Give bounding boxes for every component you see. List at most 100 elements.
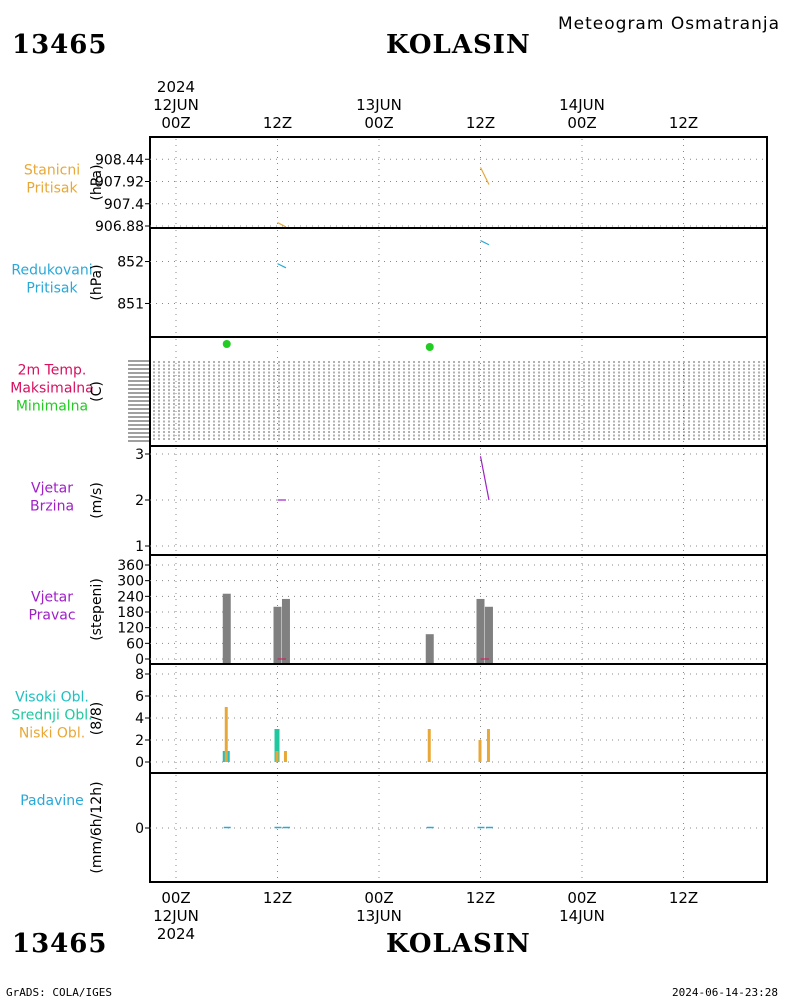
y-tick-label: 908.44 bbox=[95, 152, 144, 168]
y-tick-label: 907.92 bbox=[95, 175, 144, 191]
y-tick-label: 1 bbox=[135, 539, 144, 555]
day-label-top-1: 12JUN bbox=[153, 96, 199, 114]
hour-label-top: 00Z bbox=[364, 114, 393, 132]
year-label-top: 2024 bbox=[157, 78, 195, 96]
y-tick-label: 60 bbox=[126, 636, 144, 652]
hour-label-top: 00Z bbox=[161, 114, 190, 132]
wind-direction-bar bbox=[425, 634, 434, 664]
panel-label: Srednji Obl. bbox=[11, 708, 92, 724]
hour-label-top: 12Z bbox=[669, 114, 698, 132]
day-label-top-3: 14JUN bbox=[559, 96, 605, 114]
data-line-segment bbox=[277, 222, 287, 228]
hour-labels-bottom: 00Z 12Z 00Z 12Z 00Z 12Z bbox=[161, 889, 698, 907]
y-tick-label: 0 bbox=[135, 821, 144, 837]
low-cloud-bar bbox=[224, 707, 228, 762]
y-tick-label: 120 bbox=[117, 621, 144, 637]
panel-reduced_pressure: Redukovani Pritisak (hPa) 852 851 bbox=[11, 227, 768, 338]
low-cloud-bar bbox=[427, 729, 431, 762]
data-line-segment bbox=[479, 167, 490, 185]
low-cloud-bar bbox=[486, 729, 490, 762]
low-cloud-bar bbox=[275, 751, 279, 762]
low-cloud-bar bbox=[283, 751, 287, 762]
panel-label: Stanicni bbox=[24, 163, 80, 179]
wind-direction-bar bbox=[281, 598, 290, 664]
panel-label: Maksimalna bbox=[10, 381, 94, 397]
data-line-segment bbox=[277, 263, 287, 269]
day-label-bottom-1: 12JUN bbox=[153, 907, 199, 925]
y-tick-label: 2 bbox=[135, 493, 144, 509]
station-name-top: KOLASIN bbox=[386, 30, 531, 60]
y-tick-label: 851 bbox=[117, 296, 144, 312]
unit-label: (m/s) bbox=[89, 482, 105, 519]
wind-direction-bar bbox=[484, 606, 493, 664]
unit-label: (hPa) bbox=[89, 164, 105, 200]
y-tick-label: 300 bbox=[117, 574, 144, 590]
panel-precipitation: Padavine (mm/6h/12h) 0 bbox=[20, 772, 768, 883]
panel-label: Vjetar bbox=[31, 481, 73, 497]
station-id-bottom: 13465 bbox=[12, 929, 108, 959]
panel-frame bbox=[149, 663, 768, 774]
day-label-bottom-2: 13JUN bbox=[356, 907, 402, 925]
panel-frame bbox=[149, 336, 768, 447]
panel-frame bbox=[149, 445, 768, 556]
unit-label: (mm/6h/12h) bbox=[89, 781, 105, 873]
y-tick-label: 4 bbox=[135, 711, 144, 727]
panel-label: Brzina bbox=[30, 499, 74, 515]
hour-label-bottom: 12Z bbox=[669, 889, 698, 907]
panel-clouds: Visoki Obl. Srednji Obl. Niski Obl. (8/8) 8 6… bbox=[11, 663, 768, 774]
y-tick-label: 3 bbox=[135, 447, 144, 463]
panel-frame bbox=[149, 227, 768, 338]
y-tick-label: 906.88 bbox=[95, 219, 144, 235]
day-label-top-2: 13JUN bbox=[356, 96, 402, 114]
unit-label: (8/8) bbox=[89, 702, 105, 735]
wind-direction-bar bbox=[222, 593, 231, 664]
day-label-bottom-3: 14JUN bbox=[559, 907, 605, 925]
hour-label-bottom: 12Z bbox=[263, 889, 292, 907]
y-tick-label: 0 bbox=[135, 652, 144, 668]
y-tick-label: 240 bbox=[117, 589, 144, 605]
panel-wind_speed: Vjetar Brzina (m/s) 3 2 1 bbox=[30, 445, 768, 556]
hour-label-top: 00Z bbox=[567, 114, 596, 132]
y-tick-label: 6 bbox=[135, 689, 144, 705]
min-temp-point bbox=[425, 343, 434, 351]
y-tick-label: 2 bbox=[135, 733, 144, 749]
panel-label: Minimalna bbox=[16, 399, 88, 415]
hour-label-top: 12Z bbox=[263, 114, 292, 132]
hour-label-bottom: 00Z bbox=[364, 889, 393, 907]
y-tick-label: 180 bbox=[117, 605, 144, 621]
min-temp-point bbox=[222, 340, 231, 348]
y-tick-label: 8 bbox=[135, 667, 144, 683]
panel-label: Visoki Obl. bbox=[15, 690, 89, 706]
hour-label-bottom: 00Z bbox=[567, 889, 596, 907]
grads-credit: GrADS: COLA/IGES bbox=[6, 986, 112, 999]
panel-frame bbox=[149, 554, 768, 665]
panel-label: Niski Obl. bbox=[19, 726, 85, 742]
year-label-bottom: 2024 bbox=[157, 925, 195, 943]
temperature-hatch bbox=[128, 360, 765, 442]
y-tick-label: 0 bbox=[135, 755, 144, 771]
generated-timestamp: 2024-06-14-23:28 bbox=[672, 986, 778, 999]
panel-label: 2m Temp. bbox=[18, 363, 87, 379]
y-tick-label: 852 bbox=[117, 255, 144, 271]
panel-label: Pravac bbox=[28, 608, 75, 624]
unit-label: (stepeni) bbox=[89, 578, 105, 641]
hour-label-top: 12Z bbox=[466, 114, 495, 132]
hour-label-bottom: 00Z bbox=[161, 889, 190, 907]
y-tick-label: 360 bbox=[117, 558, 144, 574]
y-tick-label: 907.4 bbox=[104, 197, 144, 213]
station-name-bottom: KOLASIN bbox=[386, 929, 531, 959]
low-cloud-bar bbox=[478, 740, 482, 762]
unit-label: (C) bbox=[89, 381, 105, 402]
panel-label: Pritisak bbox=[26, 281, 78, 297]
panel-station_pressure: Stanicni Pritisak (hPa)908.44 907.92 907.4 90… bbox=[24, 136, 768, 235]
unit-label: (hPa) bbox=[89, 264, 105, 300]
station-id-top: 13465 bbox=[12, 30, 108, 60]
wind-direction-bar bbox=[476, 598, 485, 664]
panel-label: Redukovani bbox=[11, 263, 92, 279]
wind-direction-bar bbox=[273, 606, 282, 664]
mid-cloud-bar bbox=[274, 729, 280, 762]
panel-temperature: 2m Temp. Maksimalna Minimalna(C) bbox=[10, 336, 768, 447]
panel-label: Pritisak bbox=[26, 181, 78, 197]
